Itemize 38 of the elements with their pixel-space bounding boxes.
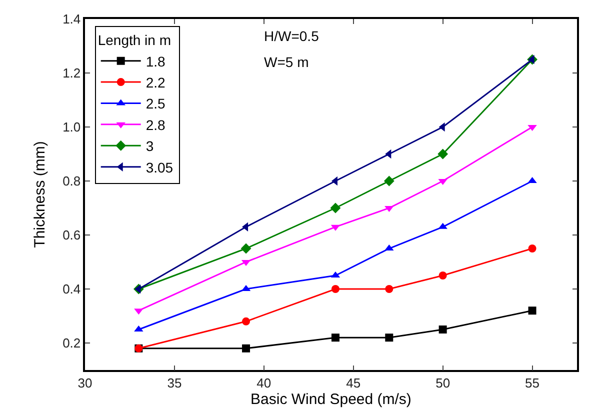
legend-label: 3.05 xyxy=(146,159,174,176)
x-axis-title: Basic Wind Speed (m/s) xyxy=(250,390,412,408)
point xyxy=(438,272,447,280)
point xyxy=(385,285,394,293)
legend-label: 3 xyxy=(146,138,154,154)
point xyxy=(240,243,252,254)
point xyxy=(385,334,394,342)
y-tick-label: 0.2 xyxy=(62,336,81,351)
point xyxy=(384,176,394,186)
x-tick-label: 40 xyxy=(256,375,272,390)
point xyxy=(528,244,536,252)
legend-label: 1.8 xyxy=(146,53,166,70)
x-tick-label: 45 xyxy=(346,375,361,390)
y-tick-label: 0.8 xyxy=(62,174,81,189)
annotation: H/W=0.5 xyxy=(264,28,320,44)
point xyxy=(242,317,250,326)
point xyxy=(438,326,447,334)
point xyxy=(331,285,340,293)
y-tick-label: 1.0 xyxy=(62,120,81,135)
annotation: W=5 m xyxy=(264,54,309,70)
point xyxy=(242,344,250,352)
point xyxy=(438,148,448,160)
y-tick-label: 1.2 xyxy=(62,66,81,81)
legend-label: 2.2 xyxy=(146,74,166,90)
legend-title: Length in m xyxy=(98,32,172,48)
point xyxy=(330,202,341,214)
point xyxy=(331,334,340,342)
legend-label: 2.8 xyxy=(146,116,166,133)
x-tick-label: 30 xyxy=(78,375,92,390)
y-tick-label: 0.6 xyxy=(62,228,81,243)
y-tick-label: 0.4 xyxy=(62,282,81,297)
y-tick-label: 1.4 xyxy=(62,12,81,27)
y-axis-title: Thickness (mm) xyxy=(32,141,48,248)
x-tick-label: 50 xyxy=(436,375,450,390)
point xyxy=(528,306,536,315)
legend-label: 2.5 xyxy=(146,96,166,112)
x-tick-label: 35 xyxy=(167,375,182,390)
x-tick-label: 55 xyxy=(525,375,540,390)
